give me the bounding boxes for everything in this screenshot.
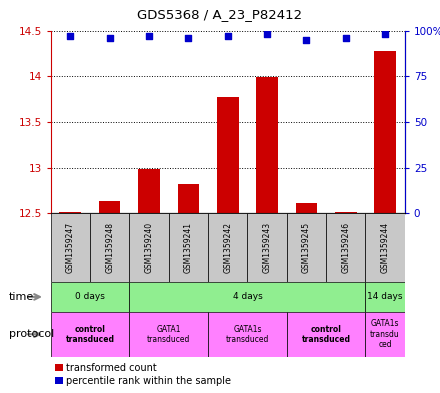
Point xyxy=(185,35,192,41)
Text: GSM1359244: GSM1359244 xyxy=(381,222,390,274)
Bar xyxy=(366,282,405,312)
Bar xyxy=(287,312,366,357)
Bar xyxy=(374,51,396,213)
Bar xyxy=(208,312,287,357)
Text: GSM1359243: GSM1359243 xyxy=(263,222,271,274)
Bar xyxy=(296,203,317,213)
Point xyxy=(381,31,389,37)
Point xyxy=(224,33,231,39)
Text: GSM1359240: GSM1359240 xyxy=(144,222,154,274)
Point xyxy=(106,35,113,41)
Text: GDS5368 / A_23_P82412: GDS5368 / A_23_P82412 xyxy=(137,8,303,21)
Text: GSM1359242: GSM1359242 xyxy=(223,222,232,273)
Text: GATA1
transduced: GATA1 transduced xyxy=(147,325,191,344)
Bar xyxy=(51,282,129,312)
Bar xyxy=(129,312,208,357)
Bar xyxy=(366,312,405,357)
Text: GSM1359241: GSM1359241 xyxy=(184,222,193,273)
Text: transformed count: transformed count xyxy=(66,363,157,373)
Text: time: time xyxy=(9,292,34,302)
Bar xyxy=(217,97,238,213)
Point xyxy=(264,31,271,37)
Bar xyxy=(247,213,287,282)
Text: GSM1359246: GSM1359246 xyxy=(341,222,350,274)
Text: GATA1s
transduced: GATA1s transduced xyxy=(226,325,269,344)
Text: GSM1359245: GSM1359245 xyxy=(302,222,311,274)
Point xyxy=(342,35,349,41)
Point xyxy=(67,33,74,39)
Bar xyxy=(366,213,405,282)
Bar xyxy=(129,282,366,312)
Bar xyxy=(99,200,121,213)
Text: control
transduced: control transduced xyxy=(301,325,351,344)
Bar xyxy=(287,213,326,282)
Text: protocol: protocol xyxy=(9,329,54,339)
Text: 4 days: 4 days xyxy=(232,292,262,301)
Text: 14 days: 14 days xyxy=(367,292,403,301)
Text: GSM1359248: GSM1359248 xyxy=(105,222,114,273)
Bar xyxy=(256,77,278,213)
Bar xyxy=(169,213,208,282)
Bar xyxy=(177,184,199,213)
Bar xyxy=(59,211,81,213)
Text: 0 days: 0 days xyxy=(75,292,105,301)
Bar xyxy=(129,213,169,282)
Text: percentile rank within the sample: percentile rank within the sample xyxy=(66,376,231,386)
Bar xyxy=(138,169,160,213)
Bar xyxy=(326,213,366,282)
Point xyxy=(303,37,310,43)
Bar xyxy=(90,213,129,282)
Text: GATA1s
transdu
ced: GATA1s transdu ced xyxy=(370,320,400,349)
Bar xyxy=(51,312,129,357)
Text: GSM1359247: GSM1359247 xyxy=(66,222,75,274)
Bar xyxy=(51,213,90,282)
Bar xyxy=(208,213,247,282)
Text: control
transduced: control transduced xyxy=(66,325,114,344)
Point xyxy=(146,33,153,39)
